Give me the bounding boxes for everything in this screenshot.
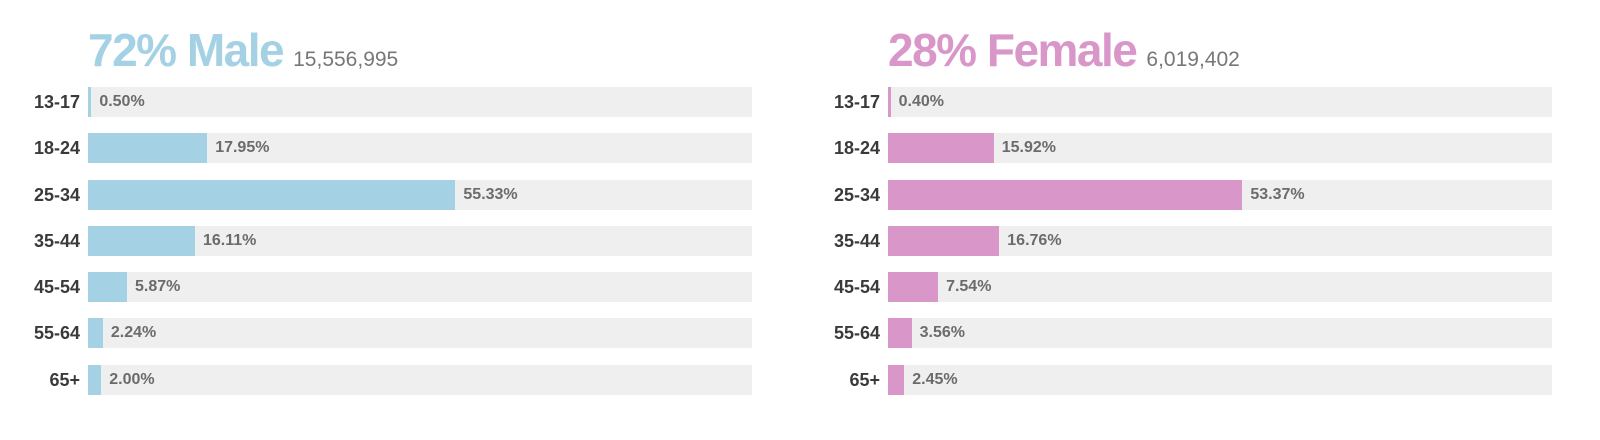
female-bar-track: 2.45%	[888, 364, 1552, 395]
female-bar-track: 16.76%	[888, 225, 1552, 256]
male-value-label: 2.00%	[109, 370, 155, 388]
female-bar	[888, 133, 994, 164]
male-value-label: 17.95%	[215, 139, 270, 157]
female-value-label: 2.45%	[912, 370, 958, 388]
female-bar	[888, 225, 1000, 256]
male-row: 13-17 0.50%	[0, 87, 780, 117]
female-panel: 28% Female 6,019,402 13-17 0.40% 18-24 15.9…	[800, 0, 1580, 440]
male-bar-track: 5.87%	[88, 272, 752, 303]
male-bar	[88, 272, 127, 303]
male-value-label: 5.87%	[134, 278, 181, 296]
male-bar-track: 17.95%	[88, 133, 752, 164]
female-age-label: 18-24	[833, 138, 880, 159]
female-row: 13-17 0.40%	[800, 87, 1580, 117]
male-bar-track: 55.33%	[88, 179, 752, 210]
female-bar-track: 15.92%	[888, 133, 1552, 164]
female-bar	[888, 87, 891, 117]
female-bar	[888, 272, 939, 303]
female-bar	[888, 179, 1243, 210]
female-value-label: 15.92%	[1001, 139, 1056, 157]
female-age-label: 13-17	[833, 92, 880, 112]
female-row: 55-64 3.56%	[800, 318, 1580, 349]
male-value-label: 55.33%	[463, 185, 518, 203]
female-age-label: 45-54	[833, 277, 880, 298]
female-row: 45-54 7.54%	[800, 272, 1580, 303]
male-bar	[88, 225, 195, 256]
male-row: 55-64 2.24%	[0, 318, 780, 349]
male-count: 15,556,995	[293, 48, 399, 71]
male-age-label: 65+	[49, 369, 80, 390]
male-bar	[88, 179, 456, 210]
female-age-label: 65+	[849, 369, 880, 390]
male-age-label: 45-54	[33, 277, 80, 298]
female-row: 35-44 16.76%	[800, 225, 1580, 256]
male-bar-track: 2.24%	[88, 318, 752, 349]
female-bar-chart: 13-17 0.40% 18-24 15.92% 25-34 53.37% 35-44 16.…	[800, 87, 1580, 411]
male-bar-track: 0.50%	[88, 87, 752, 117]
male-row: 25-34 55.33%	[0, 179, 780, 210]
female-bar-track: 53.37%	[888, 179, 1552, 210]
male-row: 45-54 5.87%	[0, 272, 780, 303]
male-bar-chart: 13-17 0.50% 18-24 17.95% 25-34 55.33% 35-44 16.…	[0, 87, 780, 411]
female-value-label: 7.54%	[946, 278, 992, 296]
female-bar	[888, 318, 912, 349]
male-bar	[88, 87, 92, 117]
female-value-label: 3.56%	[919, 324, 965, 342]
male-age-label: 35-44	[33, 230, 80, 251]
female-bar-track: 0.40%	[888, 87, 1552, 117]
female-age-label: 55-64	[833, 323, 880, 344]
male-age-label: 25-34	[33, 184, 80, 205]
male-value-label: 0.50%	[99, 93, 145, 110]
female-bar	[888, 364, 905, 395]
male-age-label: 13-17	[33, 92, 80, 112]
male-header: 72% Male 15,556,995	[88, 22, 398, 78]
male-bar	[88, 318, 103, 349]
female-age-label: 25-34	[833, 184, 880, 205]
male-bar-track: 16.11%	[88, 225, 752, 256]
female-value-label: 53.37%	[1250, 185, 1305, 203]
male-age-label: 55-64	[33, 323, 80, 344]
male-bar-track: 2.00%	[88, 364, 752, 395]
female-header: 28% Female 6,019,402	[888, 22, 1240, 78]
female-row: 18-24 15.92%	[800, 133, 1580, 164]
male-headline: 72% Male	[88, 24, 285, 76]
male-value-label: 16.11%	[202, 231, 257, 249]
female-row: 65+ 2.45%	[800, 364, 1580, 395]
female-bar-track: 7.54%	[888, 272, 1552, 303]
female-value-label: 0.40%	[898, 93, 945, 110]
male-age-label: 18-24	[33, 138, 80, 159]
female-count: 6,019,402	[1146, 48, 1240, 71]
male-panel: 72% Male 15,556,995 13-17 0.50% 18-24 17.95…	[0, 0, 780, 440]
female-value-label: 16.76%	[1007, 231, 1062, 249]
male-row: 18-24 17.95%	[0, 133, 780, 164]
female-bar-track: 3.56%	[888, 318, 1552, 349]
male-bar	[88, 133, 208, 164]
male-value-label: 2.24%	[110, 324, 157, 342]
female-row: 25-34 53.37%	[800, 179, 1580, 210]
female-age-label: 35-44	[833, 230, 880, 251]
male-row: 65+ 2.00%	[0, 364, 780, 395]
male-row: 35-44 16.11%	[0, 225, 780, 256]
female-headline: 28% Female	[888, 24, 1138, 76]
male-bar	[88, 364, 102, 395]
